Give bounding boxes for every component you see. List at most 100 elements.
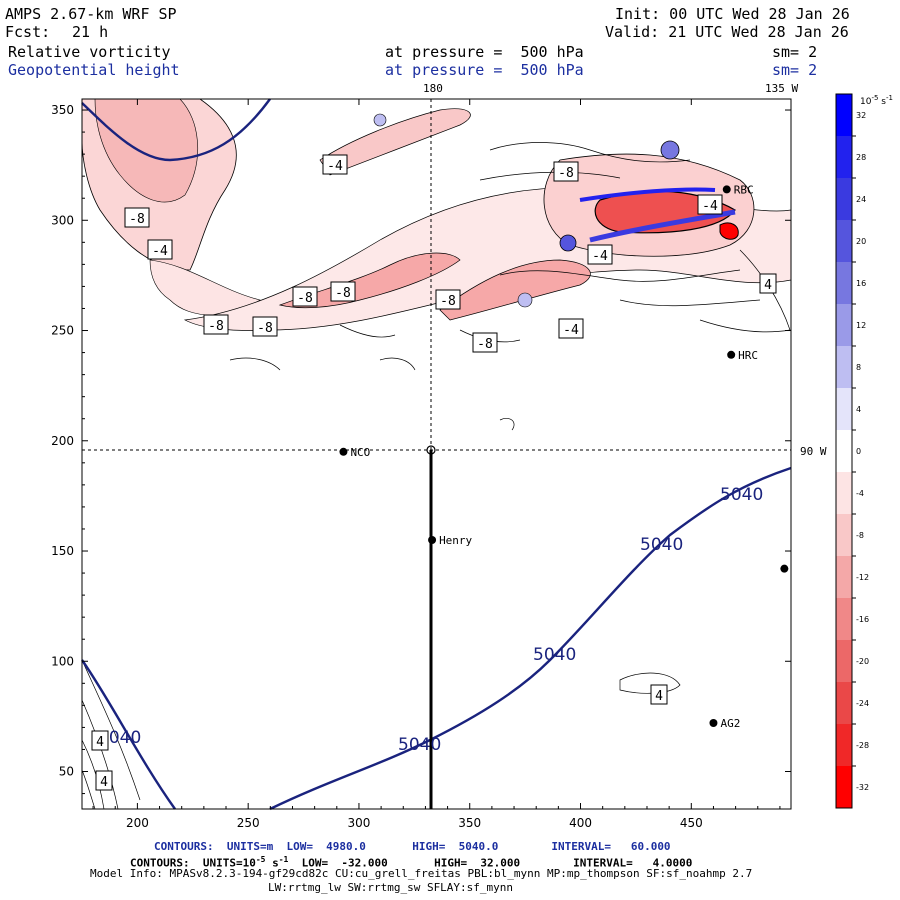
colorbar-segment [836,262,852,304]
x-tick-label: 350 [458,816,481,830]
vorticity-label: 4 [655,689,663,704]
field1-level: at pressure = 500 hPa [385,43,584,61]
colorbar-frame [835,93,853,809]
colorbar-segment [836,724,852,766]
vorticity-label: -8 [558,166,574,181]
vorticity-label: -8 [208,319,224,334]
vorticity-positive-blob-2 [660,140,680,160]
colorbar-segment [836,430,852,472]
colorbar-segment [836,178,852,220]
axes: 200 250 300 350 400 450 50 100 150 200 250 300 350 [51,99,791,830]
vorticity-label: -4 [563,323,579,338]
vorticity-label: -4 [592,249,608,264]
vorticity-label-box [124,207,150,228]
vorticity-label-box [322,154,348,175]
colorbar-label: 4 [856,405,861,414]
field2-level: at pressure = 500 hPa [385,61,584,79]
height-label: 5040 [533,645,576,665]
colorbar-segment [836,640,852,682]
vorticity-label: -4 [327,159,343,174]
vorticity-label-box [587,244,613,265]
vorticity-positive-blob-3 [517,292,533,308]
vorticity-label-box [759,273,777,294]
colorbar-label: 16 [856,279,866,288]
colorbar-segment [836,682,852,724]
vorticity-shade-nw-inner [94,99,199,203]
y-tick-label: 100 [51,654,74,668]
station-marker [709,719,718,728]
footer-contours-height: CONTOURS: UNITS=m LOW= 4980.0 HIGH= 5040… [154,840,671,853]
height-labels: 5040 5040 5040 5040 5040 [98,485,763,755]
colorbar-label: 8 [856,363,861,372]
field1-name: Relative vorticity [8,43,171,61]
vorticity-positive-blob-4 [373,113,387,127]
forecast-hours: 21 h [72,23,109,41]
y-tick-label: 50 [59,765,74,779]
colorbar-label: 12 [856,321,866,330]
vorticity-label-box [91,730,109,751]
colorbar-label: -16 [856,615,869,624]
vorticity-label-box [697,194,723,215]
vorticity-label-box [147,239,173,260]
colorbar-segment [836,220,852,262]
colorbar-label: 28 [856,153,866,162]
plot-field [82,99,791,809]
forecast-label: Fcst: [5,23,51,41]
vorticity-label-box [435,289,461,310]
station-marker [780,564,789,573]
colorbar-segment [836,472,852,514]
crosshair-label-corner: 135 W [765,82,798,95]
footer-contours-vorticity: CONTOURS: UNITS=10-5 s-1 LOW= -32.000 HI… [130,855,693,870]
height-label: 5040 [398,735,441,755]
colorbar-segment [836,514,852,556]
footer-model-info: Model Info: MPASv8.2.3-194-gf29cd82c CU:… [90,867,753,880]
vorticity-label-box [292,286,318,307]
vorticity-contours [82,142,791,809]
vorticity-label: 4 [100,775,108,790]
station-marker [339,447,348,456]
crosshair-center [426,445,436,455]
crosshair-label-top: 180 [423,82,443,95]
station-label: HRC [738,349,758,362]
vorticity-label-box [472,332,498,353]
vorticity-label-box [95,770,113,791]
colorbar-label: -20 [856,657,869,666]
x-tick-label: 300 [348,816,371,830]
height-contours [81,98,792,811]
field2-smooth: sm= 2 [772,61,818,79]
height-label: 5040 [98,728,141,748]
colorbar-segment [836,766,852,808]
station-label: AG2 [720,717,740,730]
vorticity-positive-streak [589,209,736,243]
colorbar-label: -8 [856,531,864,540]
vorticity-label: -8 [129,212,145,227]
colorbar-label: 0 [856,447,861,456]
colorbar-units: 10-5 s-1 [860,94,893,107]
colorbar-segment [836,304,852,346]
vorticity-band-core-2 [439,259,591,321]
vorticity-band-upper [319,108,471,176]
y-tick-label: 300 [51,213,74,227]
colorbar-segment [836,136,852,178]
vorticity-max [719,222,739,240]
colorbar: 32 28 24 20 16 12 8 4 0 -4 -8 -12 -16 -20 -24 -28 -32 [835,93,869,809]
valid-time: Valid: 21 UTC Wed 28 Jan 26 [605,23,849,41]
colorbar-label: -12 [856,573,869,582]
colorbar-segment [836,388,852,430]
init-time: Init: 00 UTC Wed 28 Jan 26 [615,5,850,23]
vorticity-label-box [553,161,579,182]
colorbar-label: -28 [856,741,869,750]
colorbar-label: 24 [856,195,866,204]
height-contour-main [269,466,792,811]
plot-frame [81,98,792,810]
vorticity-label: -4 [152,244,168,259]
x-tick-label: 450 [680,816,703,830]
height-contour-upper [81,98,271,162]
vorticity-label: -4 [702,199,718,214]
colorbar-label: 32 [856,111,866,120]
vorticity-labels: -4 -8 -8 -4 -4 -4 -8 -8 -8 -8 -8 -4 -8 4 4 4 4 [91,154,777,791]
x-tick-label: 250 [237,816,260,830]
x-tick-label: 200 [126,816,149,830]
y-tick-label: 200 [51,434,74,448]
